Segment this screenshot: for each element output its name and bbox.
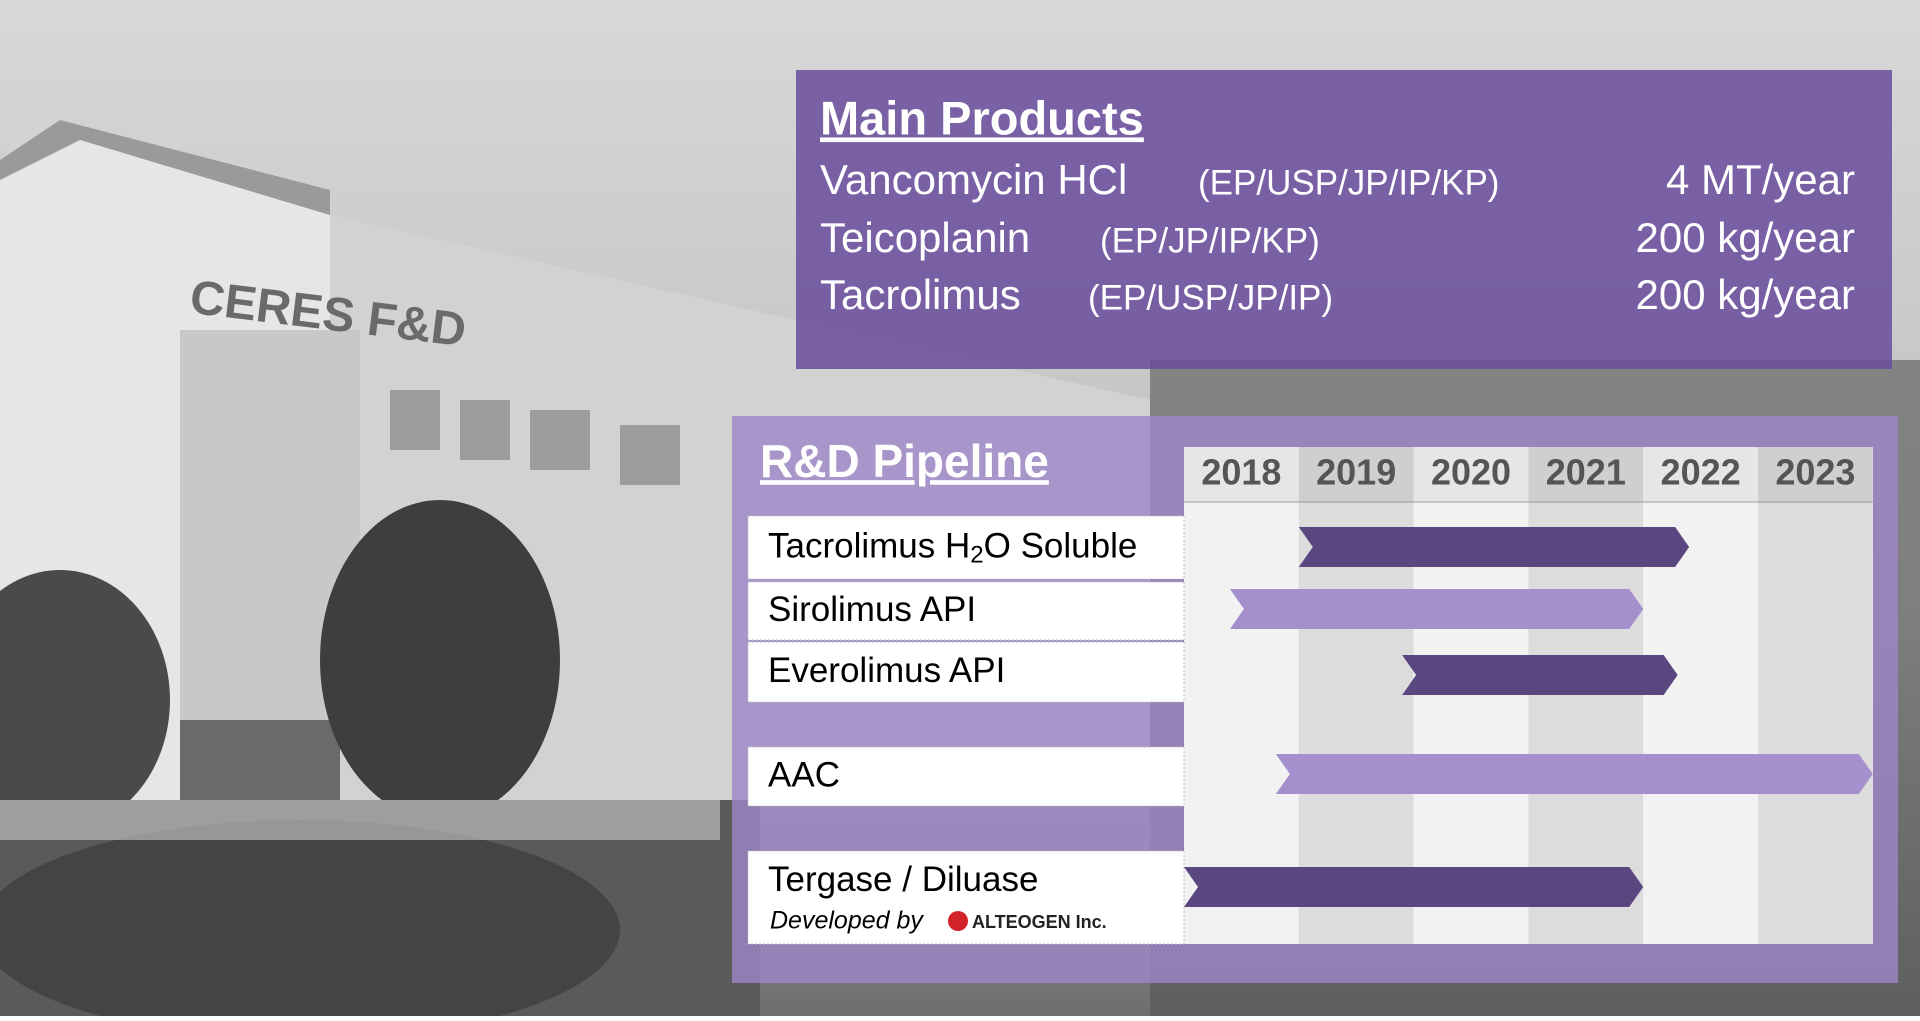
pipeline-bar bbox=[1184, 867, 1643, 907]
pipeline-bar bbox=[1299, 527, 1689, 567]
product-capacity: 200 kg/year bbox=[1636, 271, 1855, 318]
pipeline-bar bbox=[1230, 589, 1643, 629]
year-column bbox=[1643, 502, 1758, 944]
pipeline-title: R&D Pipeline bbox=[760, 435, 1049, 487]
pipeline-bar bbox=[1402, 655, 1678, 695]
year-header: 2018 bbox=[1201, 452, 1281, 493]
row-label-part: Tacrolimus H bbox=[768, 527, 970, 566]
product-grades: (EP/USP/JP/IP) bbox=[1088, 278, 1333, 317]
product-grades: (EP/JP/IP/KP) bbox=[1100, 221, 1320, 260]
year-header: 2023 bbox=[1775, 452, 1855, 493]
year-header: 2019 bbox=[1316, 452, 1396, 493]
pipeline-bar bbox=[1276, 754, 1873, 794]
product-name: Tacrolimus bbox=[820, 271, 1021, 318]
row-note: Developed by bbox=[770, 907, 924, 935]
year-header: 2021 bbox=[1546, 452, 1626, 493]
year-header: 2022 bbox=[1661, 452, 1741, 493]
year-column bbox=[1758, 502, 1873, 944]
row-label-part: Everolimus API bbox=[768, 651, 1005, 690]
main-products-title: Main Products bbox=[820, 91, 1144, 144]
row-label: Everolimus API bbox=[768, 651, 1005, 690]
row-label-part: 2 bbox=[970, 542, 983, 569]
product-name: Teicoplanin bbox=[820, 214, 1030, 261]
developer-logo bbox=[948, 911, 968, 931]
slide: CERES F&D Main ProductsVancomycin HCl(EP… bbox=[0, 0, 1920, 1016]
product-capacity: 200 kg/year bbox=[1636, 214, 1855, 261]
row-label-part: Sirolimus API bbox=[768, 590, 976, 629]
product-name: Vancomycin HCl bbox=[820, 156, 1127, 203]
year-header: 2020 bbox=[1431, 452, 1511, 493]
product-grades: (EP/USP/JP/IP/KP) bbox=[1198, 163, 1499, 202]
row-label: Sirolimus API bbox=[768, 590, 976, 629]
row-label: AAC bbox=[768, 756, 840, 795]
row-label-part: AAC bbox=[768, 756, 840, 795]
row-label-part: Tergase / Diluase bbox=[768, 860, 1038, 899]
developer-name: ALTEOGEN Inc. bbox=[972, 912, 1107, 932]
product-capacity: 4 MT/year bbox=[1666, 156, 1855, 203]
row-label-part: O Soluble bbox=[984, 527, 1138, 566]
row-label: Tergase / Diluase bbox=[768, 860, 1038, 899]
row-label: Tacrolimus H2O Soluble bbox=[768, 527, 1137, 569]
